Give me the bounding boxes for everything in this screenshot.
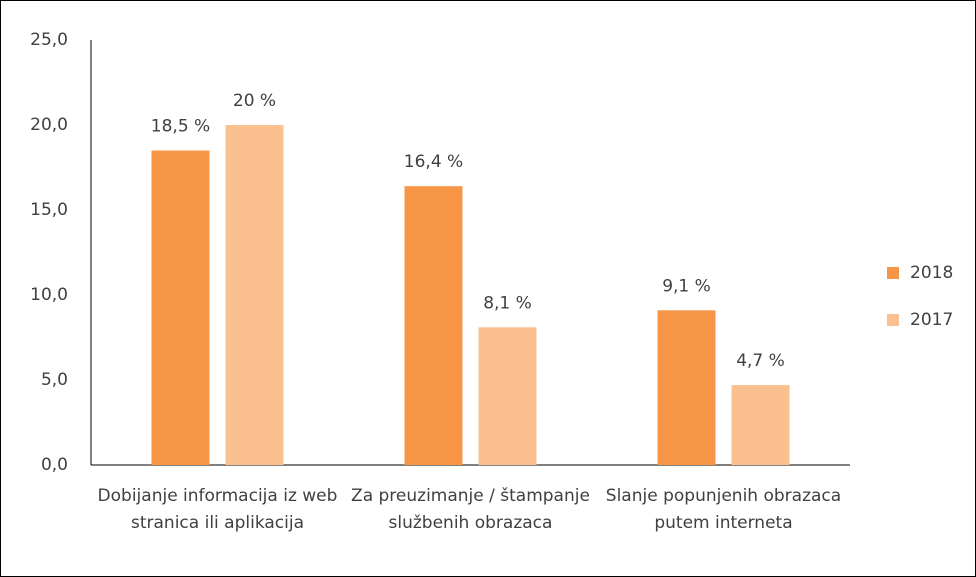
y-tick-label: 25,0: [30, 30, 68, 50]
bar: [731, 385, 790, 465]
legend-label: 2018: [910, 263, 953, 283]
data-label: 20 %: [233, 91, 276, 111]
data-label: 8,1 %: [483, 293, 532, 313]
bar: [225, 125, 284, 465]
bar: [404, 186, 463, 465]
x-tick-label: Slanje popunjenih obrazaca putem interne…: [605, 486, 842, 533]
y-tick-label: 20,0: [30, 115, 68, 135]
data-label: 18,5 %: [151, 117, 210, 137]
x-tick-label: Za preuzimanje / štampanje službenih obr…: [351, 486, 590, 533]
y-tick-label: 0,0: [41, 455, 68, 475]
y-tick-label: 5,0: [41, 370, 68, 390]
x-tick-label: Dobijanje informacija iz web stranica il…: [97, 486, 338, 533]
bar: [478, 327, 537, 465]
data-label: 16,4 %: [404, 152, 463, 172]
y-tick-label: 10,0: [30, 285, 68, 305]
data-label: 4,7 %: [736, 351, 785, 371]
bar: [657, 310, 716, 465]
legend-swatch: [887, 267, 899, 279]
legend-label: 2017: [910, 310, 953, 330]
legend-swatch: [887, 314, 899, 326]
bar: [151, 150, 210, 465]
data-label: 9,1 %: [662, 276, 711, 296]
y-tick-label: 15,0: [30, 200, 68, 220]
